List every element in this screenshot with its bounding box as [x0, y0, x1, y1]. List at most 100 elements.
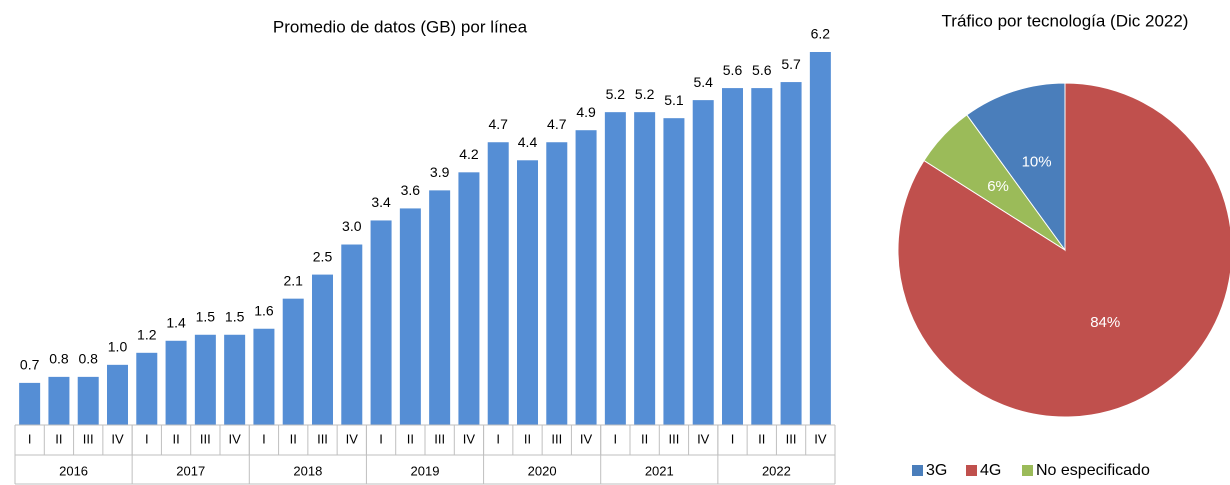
group-label: 2018 [293, 463, 322, 478]
x-tick-label: III [83, 431, 94, 446]
legend-label: 3G [926, 462, 947, 479]
slice-label: 84% [1090, 314, 1120, 331]
bar [604, 112, 626, 426]
x-tick-label: IV [346, 431, 359, 446]
bar [370, 220, 392, 425]
bar [634, 112, 656, 426]
x-tick-label: I [496, 431, 500, 446]
bar [224, 334, 246, 425]
data-label: 1.2 [137, 327, 157, 343]
legend-swatch [1022, 465, 1033, 476]
x-tick-label: II [758, 431, 765, 446]
data-label: 5.6 [752, 62, 772, 78]
slice-label: 10% [1022, 154, 1052, 171]
bar [663, 118, 685, 425]
x-tick-label: I [731, 431, 735, 446]
data-label: 2.5 [313, 248, 333, 264]
legend-label: 4G [980, 462, 1001, 479]
data-label: 6.2 [811, 26, 831, 42]
bar [517, 160, 538, 425]
data-label: 0.8 [78, 351, 98, 367]
data-label: 2.1 [283, 272, 303, 288]
group-label: 2017 [176, 463, 205, 478]
bar [77, 376, 99, 425]
x-tick-label: I [28, 431, 32, 446]
bar-title: Promedio de datos (GB) por línea [273, 17, 528, 36]
bar [19, 382, 41, 425]
x-tick-label: III [669, 431, 680, 446]
x-tick-label: II [55, 431, 62, 446]
data-label: 1.4 [166, 314, 186, 330]
bar [136, 352, 158, 425]
x-tick-label: III [200, 431, 211, 446]
data-label: 0.8 [49, 351, 69, 367]
bar [165, 340, 187, 425]
group-label: 2020 [528, 463, 557, 478]
bar [458, 172, 480, 425]
x-tick-label: II [524, 431, 531, 446]
data-label: 5.1 [664, 92, 684, 108]
x-tick-label: IV [111, 431, 124, 446]
bar [487, 142, 509, 425]
data-label: 3.4 [371, 194, 391, 210]
data-label: 5.7 [781, 56, 801, 72]
x-tick-label: I [379, 431, 383, 446]
data-label: 1.5 [196, 308, 216, 324]
bar [312, 274, 333, 425]
pie-title: Tráfico por tecnología (Dic 2022) [942, 11, 1189, 30]
bar [780, 82, 802, 426]
data-label: 3.9 [430, 164, 450, 180]
bar [107, 364, 128, 425]
x-tick-label: I [262, 431, 266, 446]
pie-slice [966, 82, 1066, 252]
bar [253, 328, 275, 425]
x-tick-label: IV [814, 431, 827, 446]
x-tick-label: II [290, 431, 297, 446]
data-label: 1.6 [254, 302, 274, 318]
x-tick-label: IV [580, 431, 593, 446]
x-tick-label: I [145, 431, 149, 446]
data-label: 4.4 [518, 134, 538, 150]
group-label: 2022 [762, 463, 791, 478]
data-label: 1.0 [108, 339, 128, 355]
bar [722, 88, 743, 425]
x-tick-label: I [614, 431, 618, 446]
x-tick-label: III [551, 431, 562, 446]
x-tick-label: III [317, 431, 328, 446]
x-tick-label: IV [697, 431, 710, 446]
bar [341, 244, 363, 425]
bar [575, 130, 597, 426]
data-label: 3.6 [401, 182, 421, 198]
data-label: 3.0 [342, 218, 362, 234]
slice-label: 6% [987, 178, 1009, 195]
x-tick-label: II [641, 431, 648, 446]
data-label: 5.6 [723, 62, 743, 78]
legend-swatch [966, 465, 977, 476]
data-label: 0.7 [20, 357, 40, 373]
x-tick-label: III [786, 431, 797, 446]
x-tick-label: IV [463, 431, 476, 446]
pie-slice [897, 82, 1230, 418]
bar [692, 100, 714, 426]
data-label: 1.5 [225, 308, 245, 324]
data-label: 4.9 [576, 104, 596, 120]
legend-swatch [912, 465, 923, 476]
bar [546, 142, 568, 425]
data-label: 4.7 [547, 116, 567, 132]
bar [282, 298, 304, 425]
data-label: 4.7 [488, 116, 508, 132]
group-label: 2019 [411, 463, 440, 478]
x-tick-label: III [434, 431, 445, 446]
data-label: 5.2 [635, 86, 655, 102]
bar [751, 88, 773, 425]
data-label: 4.2 [459, 146, 479, 162]
group-label: 2016 [59, 463, 88, 478]
bar [809, 52, 831, 425]
bar [194, 334, 216, 425]
legend-label: No especificado [1036, 462, 1150, 479]
bar [399, 208, 421, 425]
bar [429, 190, 451, 425]
bar [48, 376, 70, 425]
data-label: 5.2 [606, 86, 626, 102]
